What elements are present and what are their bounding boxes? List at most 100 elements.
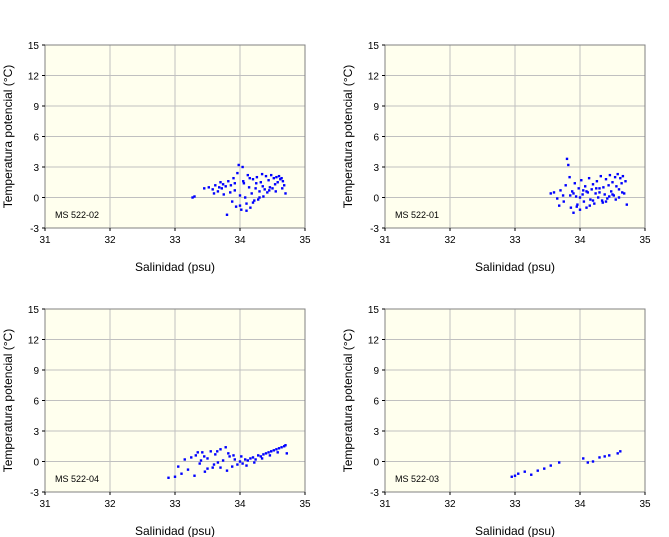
data-point — [517, 472, 520, 475]
data-point — [277, 174, 281, 178]
data-point — [262, 195, 265, 198]
data-point — [625, 203, 628, 206]
data-point — [595, 180, 599, 183]
data-point — [569, 206, 573, 209]
data-point — [598, 191, 601, 194]
x-tick-label: 33 — [169, 235, 181, 246]
data-point — [608, 195, 611, 198]
data-point — [194, 454, 197, 457]
data-point — [242, 182, 246, 185]
data-point — [219, 448, 222, 451]
data-point — [616, 452, 619, 455]
data-point — [173, 475, 177, 478]
data-point — [580, 179, 583, 182]
data-point — [251, 201, 255, 204]
data-point — [615, 185, 618, 188]
data-point — [556, 197, 559, 200]
data-point — [603, 455, 606, 458]
data-point — [585, 206, 588, 209]
data-point — [228, 455, 231, 458]
data-point — [212, 463, 216, 466]
data-point — [565, 157, 569, 161]
data-point — [251, 456, 255, 459]
data-point — [575, 205, 578, 208]
y-tick-label: 9 — [373, 102, 379, 113]
data-point — [240, 455, 243, 458]
data-point — [610, 190, 613, 193]
x-tick-label: 31 — [379, 499, 391, 510]
data-point — [581, 193, 584, 196]
data-point — [221, 459, 225, 462]
x-axis-label: Salinidad (psu) — [475, 524, 555, 537]
data-point — [240, 208, 243, 211]
data-point — [250, 192, 253, 195]
data-point — [232, 176, 235, 180]
data-point — [598, 187, 601, 190]
data-point — [276, 181, 279, 184]
data-point — [567, 163, 570, 167]
data-point — [274, 190, 277, 193]
data-point — [513, 474, 517, 477]
data-point — [259, 181, 262, 184]
data-point — [260, 172, 264, 176]
data-point — [207, 186, 210, 189]
data-point — [245, 209, 248, 212]
data-point — [571, 190, 574, 193]
data-point — [523, 470, 526, 473]
x-axis-label: Salinidad (psu) — [135, 260, 215, 274]
data-point — [203, 455, 206, 458]
data-point — [624, 180, 627, 183]
data-point — [242, 180, 245, 183]
data-point — [606, 197, 609, 200]
data-point — [272, 176, 275, 180]
y-tick-label: 9 — [33, 102, 39, 113]
y-tick-label: 15 — [368, 305, 380, 316]
data-point — [283, 445, 286, 448]
data-point — [247, 186, 251, 189]
x-tick-label: 35 — [639, 235, 651, 246]
data-point — [231, 200, 234, 203]
data-point — [591, 199, 595, 202]
data-point — [234, 205, 238, 208]
data-point — [576, 203, 579, 206]
data-point — [617, 188, 621, 191]
x-tick-label: 31 — [39, 235, 51, 246]
x-tick-label: 32 — [444, 499, 456, 510]
x-tick-label: 33 — [509, 499, 521, 510]
y-tick-label: 12 — [28, 336, 40, 347]
data-point — [203, 187, 206, 190]
x-axis-label: Salinidad (psu) — [475, 260, 555, 274]
data-point — [600, 199, 604, 202]
data-point — [257, 454, 260, 457]
data-point — [604, 178, 608, 181]
data-point — [611, 181, 614, 184]
data-point — [196, 451, 199, 454]
data-point — [214, 453, 217, 456]
data-point — [552, 191, 556, 194]
data-point — [249, 206, 252, 209]
data-point — [249, 457, 252, 460]
data-point — [602, 186, 605, 189]
data-point — [270, 450, 273, 453]
y-tick-label: 3 — [33, 163, 39, 174]
y-tick-label: -3 — [370, 488, 379, 499]
data-point — [206, 457, 209, 460]
y-tick-label: 6 — [33, 133, 39, 144]
x-tick-label: 34 — [234, 499, 246, 510]
y-axis-label: Temperatura potencial (°C) — [341, 329, 355, 473]
data-point — [588, 204, 591, 207]
data-point — [594, 192, 597, 195]
data-point — [264, 174, 268, 178]
data-point — [254, 458, 257, 461]
data-point — [578, 208, 582, 211]
x-axis-label: Salinidad (psu) — [135, 524, 215, 537]
data-point — [219, 466, 222, 469]
y-tick-label: 9 — [373, 366, 379, 377]
x-tick-label: 34 — [574, 235, 586, 246]
data-point — [595, 187, 598, 190]
data-point — [241, 462, 244, 465]
data-point — [577, 187, 580, 190]
data-point — [549, 464, 552, 467]
data-point — [568, 175, 571, 179]
